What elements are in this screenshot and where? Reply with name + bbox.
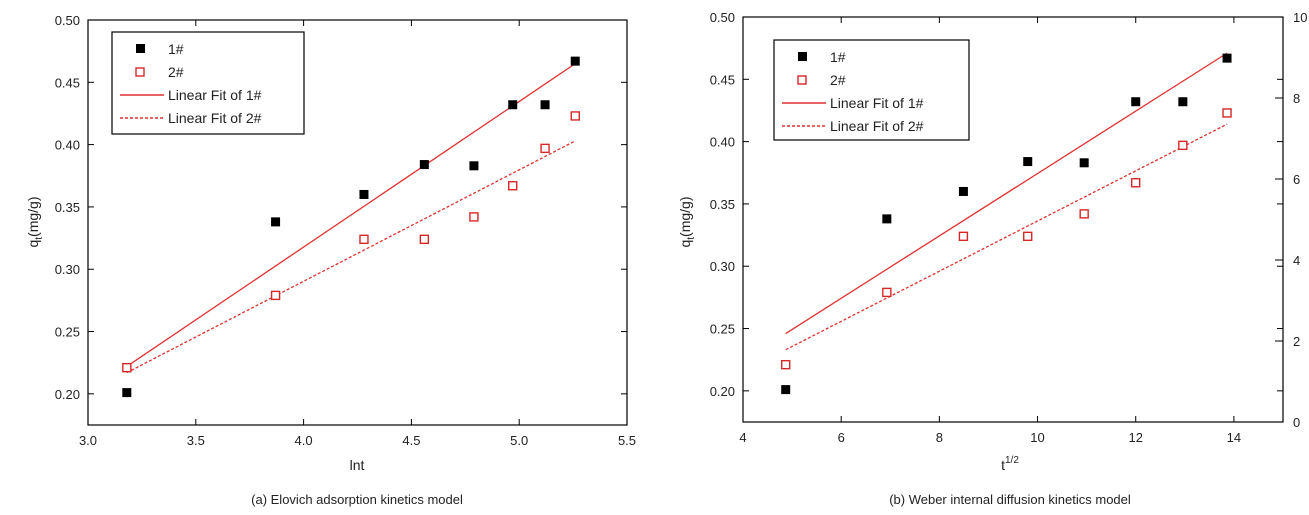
panel-a: 3.0 3.5 4.0 4.5 5.0 5.5 0.20 0.25 0.30 0.35 0.40 0.… [25, 13, 636, 507]
panel-b-points [781, 53, 1232, 395]
legend-marker-1 [136, 44, 145, 53]
legend-label: 2# [830, 72, 846, 88]
data-point-series-2 [781, 359, 791, 370]
legend-marker-2 [135, 67, 145, 77]
data-point-series-1 [469, 161, 479, 171]
right-tick-label: 4 [1293, 253, 1300, 268]
panel-a-legend: 1# 2# Linear Fit of 1# Linear Fit of 2# [111, 31, 305, 135]
panel-a-frame [87, 19, 628, 426]
data-point-series-2 [1079, 209, 1089, 219]
data-point-series-1 [508, 100, 518, 110]
panel-b-x-axis-label: t1/2 [1001, 455, 1019, 473]
x-tick-label: 5.5 [618, 433, 636, 448]
y-tick-label: 0.25 [55, 325, 80, 340]
right-tick-label: 2 [1293, 334, 1300, 349]
y-tick-label: 0.50 [710, 10, 735, 25]
legend-marker-2 [797, 75, 807, 85]
data-point-series-2 [359, 234, 369, 245]
x-tick-label: 3.0 [79, 433, 97, 448]
data-point-series-2 [882, 287, 892, 298]
data-point-series-1 [781, 385, 791, 395]
y-tick-label: 0.20 [55, 387, 80, 402]
x-tick-label: 12 [1128, 430, 1142, 445]
data-point-series-1 [1023, 157, 1033, 167]
data-point-series-1 [958, 186, 968, 196]
data-point-series-2 [1222, 108, 1232, 118]
data-point-series-1 [359, 189, 369, 199]
y-tick-label: 0.30 [55, 262, 80, 277]
legend-label: 1# [168, 41, 184, 57]
legend-label: Linear Fit of 2# [168, 110, 262, 126]
panel-a-x-axis-label: lnt [350, 457, 365, 473]
x-tick-label: 10 [1030, 430, 1044, 445]
x-tick-label: 3.5 [187, 433, 205, 448]
panel-b-caption: (b) Weber internal diffusion kinetics mo… [889, 492, 1131, 507]
data-point-series-1 [1178, 97, 1188, 107]
data-point-series-2 [469, 212, 479, 222]
y-tick-label: 0.25 [710, 322, 735, 337]
data-point-series-1 [540, 100, 550, 110]
data-point-series-2 [508, 181, 518, 191]
legend-label: 2# [168, 64, 184, 80]
panel-b-frame [742, 16, 1284, 423]
legend-label: 1# [830, 49, 846, 65]
data-point-series-2 [122, 362, 132, 373]
x-tick-label: 4.0 [295, 433, 313, 448]
data-point-series-1 [570, 56, 580, 66]
y-tick-label: 0.30 [710, 259, 735, 274]
panel-a-points [122, 56, 580, 398]
fit-line-1 [785, 52, 1228, 335]
data-point-series-2 [570, 111, 580, 121]
legend-marker-1 [798, 52, 807, 61]
panel-b-legend: 1# 2# Linear Fit of 1# Linear Fit of 2# [773, 39, 970, 141]
right-tick-label: 6 [1293, 172, 1300, 187]
data-point-series-1 [1131, 97, 1141, 107]
panel-b: 4 6 8 10 12 14 0.20 0.25 0.30 0.35 0.40 0.45 0.50 0 2 4… [677, 10, 1307, 507]
data-point-series-1 [419, 160, 429, 170]
x-tick-label: 5.0 [510, 433, 528, 448]
right-tick-label: 8 [1293, 91, 1300, 106]
data-point-series-2 [419, 234, 430, 245]
data-point-series-2 [270, 290, 281, 301]
data-point-series-2 [1131, 178, 1141, 188]
data-point-series-2 [540, 143, 550, 154]
data-point-series-1 [271, 217, 281, 227]
legend-label: Linear Fit of 1# [830, 95, 924, 111]
panel-b-y-axis-label: qt(mg/g) [677, 196, 697, 247]
right-tick-label: 10 [1293, 10, 1307, 25]
right-tick-label: 0 [1293, 415, 1300, 430]
data-point-series-1 [882, 214, 892, 224]
fit-line-2 [785, 123, 1228, 351]
y-tick-label: 0.35 [710, 197, 735, 212]
data-point-series-1 [122, 388, 132, 398]
x-tick-label: 14 [1227, 430, 1241, 445]
data-point-series-2 [958, 231, 969, 242]
data-point-series-1 [1222, 53, 1232, 63]
data-point-series-1 [1079, 158, 1089, 168]
panel-b-ticks: 4 6 8 10 12 14 0.20 0.25 0.30 0.35 0.40 0.45 0.50 0 2 4… [710, 10, 1308, 445]
x-tick-label: 4.5 [402, 433, 420, 448]
y-tick-label: 0.20 [710, 384, 735, 399]
fit-line-1 [126, 63, 576, 367]
panel-b-fit-lines [785, 52, 1228, 351]
data-point-series-2 [1023, 231, 1033, 242]
panel-a-y-axis-label: qt(mg/g) [25, 196, 45, 247]
x-tick-label: 6 [838, 430, 845, 445]
panel-a-caption: (a) Elovich adsorption kinetics model [251, 492, 463, 507]
fit-line-2 [126, 140, 576, 374]
y-tick-label: 0.50 [55, 13, 80, 28]
x-tick-label: 8 [936, 430, 943, 445]
data-point-series-2 [1178, 140, 1188, 151]
panel-a-fit-lines [126, 63, 576, 374]
y-tick-label: 0.40 [55, 138, 80, 153]
x-tick-label: 4 [739, 430, 746, 445]
y-tick-label: 0.40 [710, 135, 735, 150]
y-tick-label: 0.35 [55, 200, 80, 215]
legend-label: Linear Fit of 2# [830, 118, 924, 134]
y-tick-label: 0.45 [55, 75, 80, 90]
panel-a-ticks: 3.0 3.5 4.0 4.5 5.0 5.5 0.20 0.25 0.30 0.35 0.40 0.… [55, 13, 636, 448]
legend-label: Linear Fit of 1# [168, 87, 262, 103]
y-tick-label: 0.45 [710, 72, 735, 87]
